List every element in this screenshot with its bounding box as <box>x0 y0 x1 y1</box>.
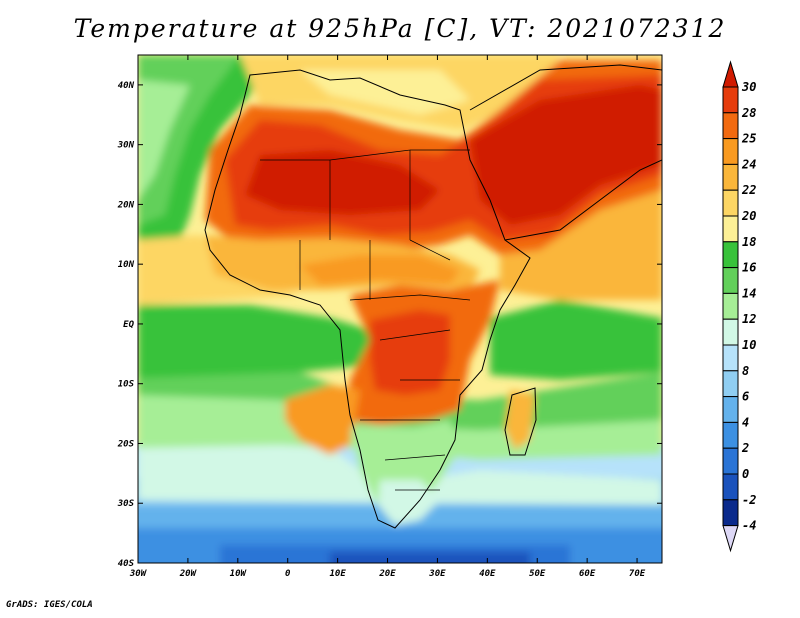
lon-tick-label: 20W <box>179 569 198 579</box>
band-12-south-africa <box>378 480 440 525</box>
colorbar-swatch <box>722 370 739 398</box>
band-25-sahel <box>300 255 460 285</box>
plot-frame <box>137 54 663 564</box>
lon-tick-label: 10E <box>329 569 346 579</box>
colorbar-label: 22 <box>741 183 756 197</box>
colorbar-label: 30 <box>741 80 756 94</box>
lon-tick-label: 30W <box>129 569 148 579</box>
colorbar-label: -2 <box>742 493 756 507</box>
colorbar-swatch <box>722 421 739 449</box>
band-24-madagascar <box>505 390 535 450</box>
lat-tick-label: 40S <box>118 559 135 569</box>
border-lines <box>260 149 471 491</box>
colorbar-label: 18 <box>742 235 756 249</box>
colorbar-top-arrow <box>722 60 739 88</box>
band-14-south <box>138 395 662 460</box>
lat-tick-label: 20S <box>117 439 135 449</box>
lat-tick-label: 30N <box>117 141 135 151</box>
lon-tick-label: 50E <box>529 569 546 579</box>
colorbar-swatch <box>722 318 739 346</box>
band-30-central <box>370 310 450 395</box>
colorbar-label: 28 <box>741 106 756 120</box>
band-18-mediterranean <box>300 70 470 115</box>
arabia-coastline <box>469 64 662 241</box>
lon-tick-label: 40E <box>479 569 496 579</box>
footer-credit: GrADS: IGES/COLA <box>6 600 93 610</box>
lon-tick-label: 70E <box>629 569 646 579</box>
colorbar <box>722 60 739 553</box>
lat-tick-label: 30S <box>117 499 135 509</box>
colorbar-swatch <box>722 86 739 114</box>
colorbar-label: 10 <box>742 338 756 352</box>
colorbar-label: 14 <box>742 286 756 300</box>
axis-ticks <box>137 55 662 564</box>
band-14-west <box>138 80 190 200</box>
colorbar-label: 2 <box>741 441 749 455</box>
colorbar-swatch <box>722 396 739 423</box>
lat-tick-label: EQ <box>123 320 134 330</box>
colorbar-label: 25 <box>741 132 756 146</box>
colorbar-swatch <box>722 499 739 527</box>
colorbar-label: 24 <box>741 157 756 171</box>
lon-tick-label: 60E <box>579 569 596 579</box>
band-18-atlantic <box>138 305 370 378</box>
temperature-field <box>138 55 662 563</box>
colorbar-label: 12 <box>742 312 756 326</box>
colorbar-swatch <box>722 215 739 243</box>
lon-tick-label: 30E <box>428 569 446 579</box>
colorbar-swatch <box>722 344 739 372</box>
colorbar-label: -4 <box>742 519 756 533</box>
colorbar-label: 20 <box>741 209 756 223</box>
colorbar-label: 6 <box>742 390 749 404</box>
band-22-arabian-sea <box>500 180 662 300</box>
lon-tick-label: 0 <box>285 569 291 579</box>
lat-tick-label: 20N <box>117 200 135 210</box>
colorbar-swatch <box>722 447 739 475</box>
lat-tick-label: 40N <box>118 81 135 91</box>
colorbar-swatch <box>722 112 739 140</box>
band-gt30-arabia <box>470 85 662 225</box>
colorbar-label: 8 <box>742 364 749 378</box>
lon-tick-label: 20E <box>378 569 396 579</box>
colorbar-bottom-arrow <box>722 525 739 553</box>
band-25-angola-coast <box>285 385 360 455</box>
colorbar-swatch <box>722 473 739 501</box>
map-title: Temperature at 925hPa [C], VT: 202107231… <box>73 14 727 43</box>
band-14-south-africa <box>350 420 460 520</box>
colorbar-swatch <box>722 292 739 320</box>
lat-tick-label: 10S <box>118 380 135 390</box>
lon-axis-labels: 30W 20W 10W 0 10E 20E 30E 40E 50E 60E 70E <box>129 569 646 579</box>
coastlines <box>204 64 662 529</box>
colorbar-label: 0 <box>742 467 749 481</box>
colorbar-swatch <box>722 163 739 191</box>
cold-band-0 <box>330 552 530 563</box>
band-gt30-sahara <box>245 150 440 215</box>
colorbar-swatch <box>722 241 739 269</box>
colorbar-swatch <box>722 189 739 217</box>
lat-tick-label: 10N <box>118 260 135 270</box>
colorbar-swatch <box>722 138 739 165</box>
africa-coastline <box>204 69 531 529</box>
colorbar-label: 16 <box>742 261 756 275</box>
lat-axis-labels: 40N 30N 20N 10N EQ 10S 20S 30S 40S <box>117 81 135 569</box>
band-18-indian <box>490 300 662 380</box>
colorbar-label: 4 <box>742 415 749 429</box>
madagascar-coastline <box>504 387 537 456</box>
lon-tick-label: 10W <box>230 569 248 579</box>
colorbar-swatch <box>722 267 739 294</box>
